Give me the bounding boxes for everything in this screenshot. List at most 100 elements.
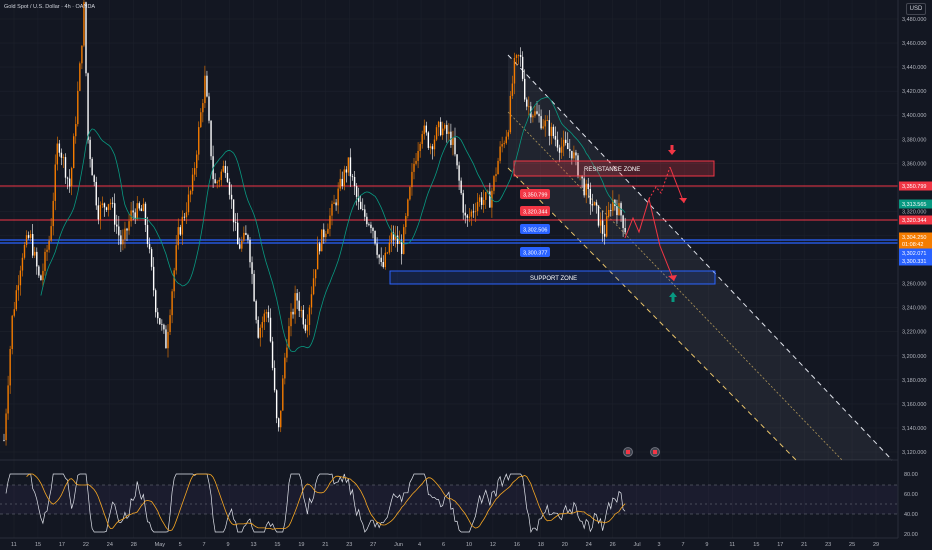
candle[interactable] [321,229,323,252]
candle[interactable] [505,129,507,145]
candle[interactable] [622,214,624,237]
candle[interactable] [111,197,114,208]
candle[interactable] [226,166,229,183]
candle[interactable] [214,173,216,184]
candle[interactable] [565,131,567,146]
candle[interactable] [558,144,561,163]
candle[interactable] [25,230,28,248]
candle[interactable] [171,288,173,324]
candle[interactable] [341,171,343,190]
candle[interactable] [54,154,56,211]
candle[interactable] [83,0,85,48]
candle[interactable] [597,205,600,228]
candle[interactable] [3,433,5,442]
candle[interactable] [89,136,91,168]
candle[interactable] [398,230,401,245]
candle[interactable] [382,255,384,269]
candle[interactable] [448,123,450,142]
candle[interactable] [21,253,24,277]
candle[interactable] [390,224,393,253]
candle[interactable] [302,305,304,329]
candle[interactable] [105,206,108,212]
candle[interactable] [292,308,294,319]
candle[interactable] [413,158,415,180]
candle[interactable] [247,233,249,244]
candle[interactable] [144,201,147,233]
candle[interactable] [483,189,485,213]
candle[interactable] [230,184,233,209]
symbol-title[interactable]: Gold Spot / U.S. Dollar · 4h · OANDA [4,4,96,10]
candle[interactable] [306,314,309,338]
candle[interactable] [155,288,157,318]
candle[interactable] [7,375,9,420]
candle[interactable] [165,325,167,349]
resistance-zone[interactable]: RESISTANCE ZONE [513,160,715,177]
candle[interactable] [122,229,124,251]
candle[interactable] [333,194,335,205]
candle[interactable] [452,130,454,156]
candle[interactable] [417,142,419,169]
candle[interactable] [571,150,573,165]
projection-path-up[interactable] [648,166,671,200]
candle[interactable] [9,345,11,394]
candle[interactable] [200,108,202,129]
candle[interactable] [540,109,542,130]
candle[interactable] [239,237,241,250]
candle[interactable] [460,177,462,195]
candle[interactable] [208,92,210,124]
candle[interactable] [493,175,495,195]
candle[interactable] [91,157,93,176]
candle[interactable] [335,198,337,211]
candle[interactable] [103,202,106,217]
candle[interactable] [73,133,75,169]
candle[interactable] [331,200,333,226]
candle[interactable] [355,182,358,206]
candle[interactable] [556,131,559,152]
candle[interactable] [294,285,296,324]
candle[interactable] [532,114,534,123]
candle[interactable] [495,167,497,182]
candle[interactable] [224,160,227,178]
candle[interactable] [439,117,442,137]
candle[interactable] [601,211,604,242]
candle[interactable] [376,237,378,259]
candle[interactable] [458,161,460,190]
candle[interactable] [136,196,138,221]
candle[interactable] [300,306,302,318]
candle[interactable] [278,417,280,432]
candle[interactable] [427,131,430,150]
candle[interactable] [454,127,456,157]
candle[interactable] [263,309,266,331]
candle[interactable] [308,304,311,336]
candle[interactable] [97,197,99,225]
candle[interactable] [181,210,184,246]
candle[interactable] [228,178,231,200]
candle[interactable] [409,185,411,201]
candle[interactable] [216,179,218,189]
candle[interactable] [126,227,128,242]
time-axis[interactable]: 11 15 17 22 24 28 May 5 7 9 13 15 19 21 23 27 Jun 4 6 10 12 1… [0,537,898,548]
economic-event-icon[interactable] [650,447,660,457]
candle[interactable] [261,316,263,338]
candle[interactable] [618,194,620,216]
candle[interactable] [273,360,276,393]
candle[interactable] [425,121,427,136]
candle[interactable] [146,216,149,248]
candle[interactable] [624,217,626,234]
candle[interactable] [546,115,548,122]
candle[interactable] [550,122,553,145]
candle[interactable] [544,115,546,137]
candle[interactable] [255,299,257,324]
sell-signal-arrow-icon[interactable] [668,145,676,155]
candle[interactable] [17,275,20,301]
candle[interactable] [130,202,132,227]
candle[interactable] [567,132,569,150]
candle[interactable] [499,141,501,164]
candle[interactable] [46,245,48,261]
candle[interactable] [536,101,538,115]
candle[interactable] [503,140,505,149]
projection-path[interactable] [624,166,687,282]
candle[interactable] [343,165,345,191]
candle[interactable] [456,154,458,170]
candle[interactable] [405,213,407,235]
